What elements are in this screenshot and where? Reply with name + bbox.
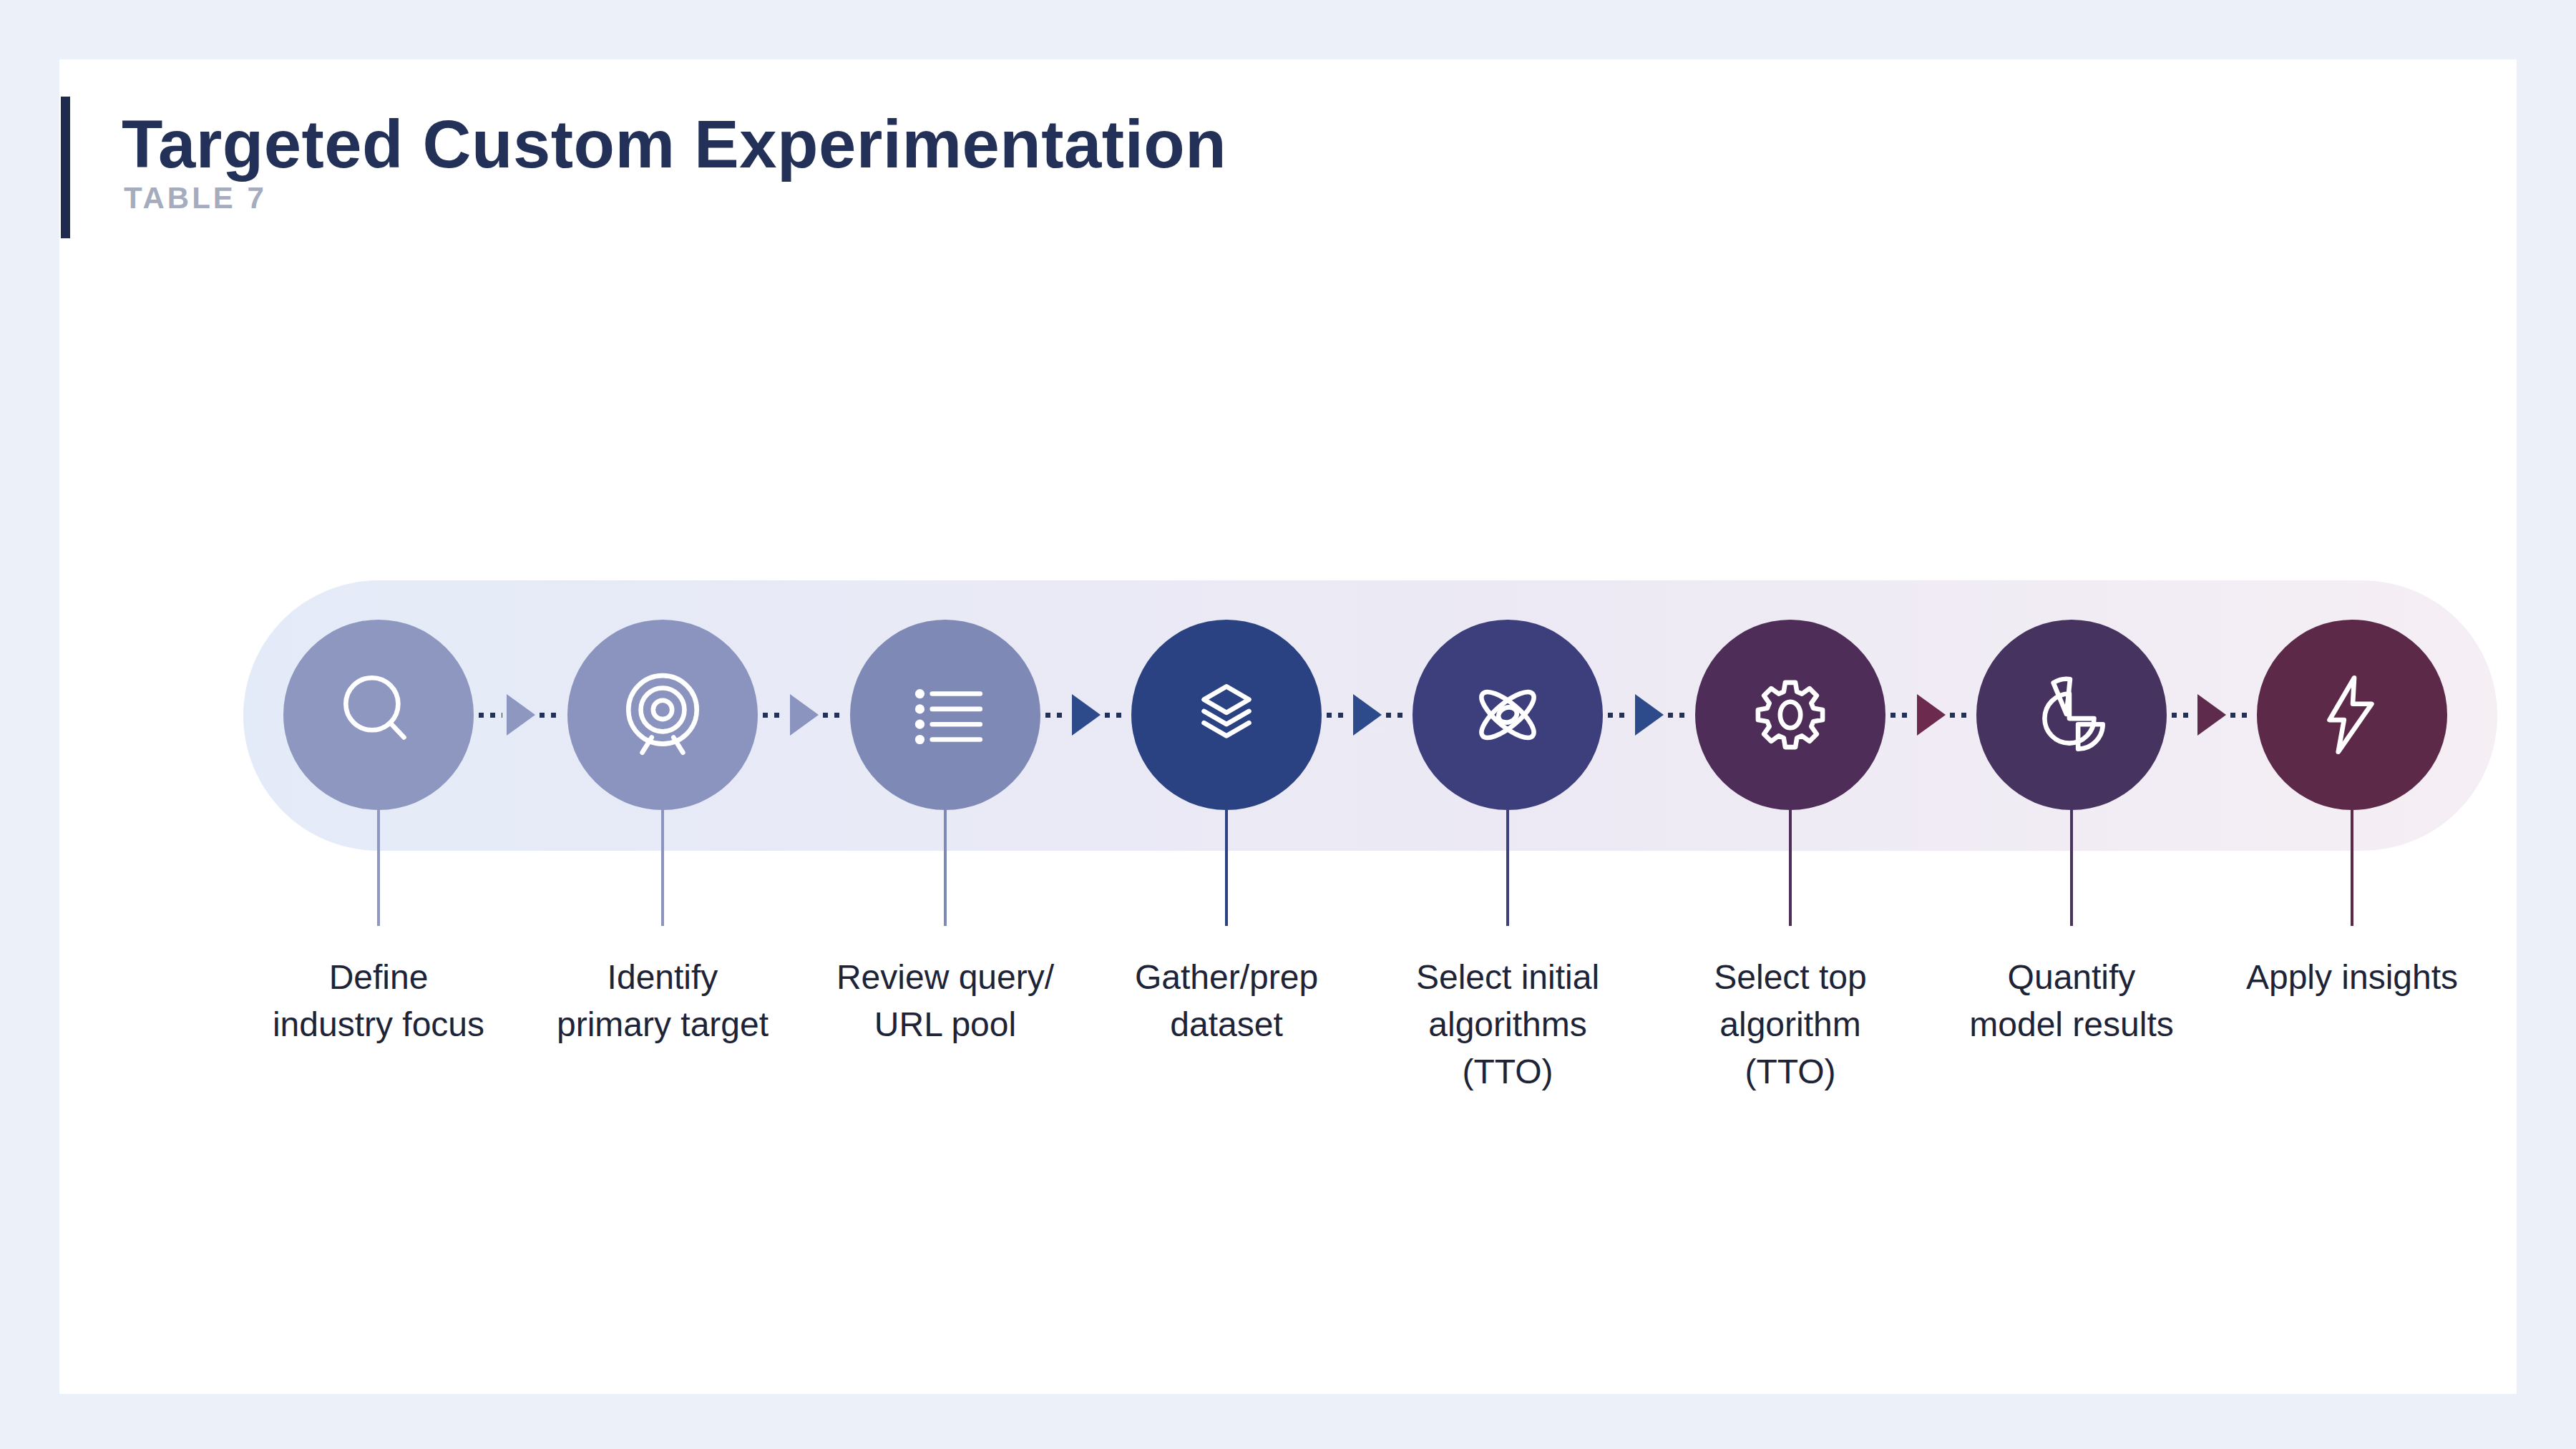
target-icon — [615, 668, 710, 762]
step-label: Select initial algorithms (TTO) — [1354, 954, 1662, 1096]
step-label: Define industry focus — [225, 954, 532, 1048]
connector-arrow-1 — [479, 694, 562, 736]
step-stem-line — [661, 810, 664, 926]
connector-arrow-7 — [2172, 694, 2252, 736]
dotted-line — [823, 713, 846, 718]
step-stem-line — [1225, 810, 1228, 926]
title-accent-bar — [61, 97, 70, 238]
dotted-line — [1327, 713, 1349, 718]
connector-arrow-5 — [1608, 694, 1690, 736]
step-stem-line — [1506, 810, 1509, 926]
arrowhead-icon — [790, 694, 819, 736]
arrowhead-icon — [1353, 694, 1382, 736]
dotted-line — [2172, 713, 2193, 718]
arrowhead-icon — [2197, 694, 2226, 736]
step-label: Select top algorithm (TTO) — [1636, 954, 1944, 1096]
layers-icon — [1179, 668, 1274, 762]
step-circle — [1413, 620, 1603, 810]
step-label: Review query/ URL pool — [791, 954, 1099, 1048]
step-stem-line — [1789, 810, 1792, 926]
step-circle — [1695, 620, 1885, 810]
arrowhead-icon — [1917, 694, 1946, 736]
step-stem-line — [2070, 810, 2073, 926]
dotted-line — [763, 713, 786, 718]
lightning-bolt-icon — [2305, 668, 2399, 762]
arrowhead-icon — [1072, 694, 1101, 736]
dotted-line — [1890, 713, 1913, 718]
step-stem-line — [2351, 810, 2353, 926]
step-circle — [1131, 620, 1322, 810]
gear-icon — [1743, 668, 1838, 762]
search-icon — [331, 668, 426, 762]
dotted-line — [1105, 713, 1127, 718]
bullet-list-icon — [898, 668, 992, 762]
connector-arrow-3 — [1045, 694, 1126, 736]
dotted-line — [1608, 713, 1631, 718]
step-circle — [1976, 620, 2167, 810]
step-label: Apply insights — [2198, 954, 2506, 1001]
arrowhead-icon — [507, 694, 535, 736]
arrowhead-icon — [1635, 694, 1664, 736]
dotted-line — [1668, 713, 1691, 718]
table-number-label: TABLE 7 — [124, 181, 267, 215]
step-label: Identify primary target — [509, 954, 816, 1048]
dotted-line — [479, 713, 502, 718]
step-circle — [2257, 620, 2447, 810]
connector-arrow-2 — [763, 694, 845, 736]
dotted-line — [1950, 713, 1972, 718]
slide-card: Targeted Custom Experimentation TABLE 7 … — [59, 59, 2517, 1394]
step-circle — [567, 620, 758, 810]
pie-chart-icon — [2024, 668, 2119, 762]
step-label: Quantify model results — [1918, 954, 2225, 1048]
step-label: Gather/prep dataset — [1073, 954, 1380, 1048]
step-stem-line — [944, 810, 947, 926]
page-title: Targeted Custom Experimentation — [122, 111, 1226, 178]
dotted-line — [1386, 713, 1408, 718]
step-circle — [283, 620, 474, 810]
connector-arrow-6 — [1890, 694, 1971, 736]
atom-icon — [1460, 668, 1555, 762]
step-stem-line — [377, 810, 380, 926]
dotted-line — [1045, 713, 1068, 718]
connector-arrow-4 — [1327, 694, 1407, 736]
step-circle — [850, 620, 1040, 810]
dotted-line — [540, 713, 563, 718]
dotted-line — [2230, 713, 2252, 718]
